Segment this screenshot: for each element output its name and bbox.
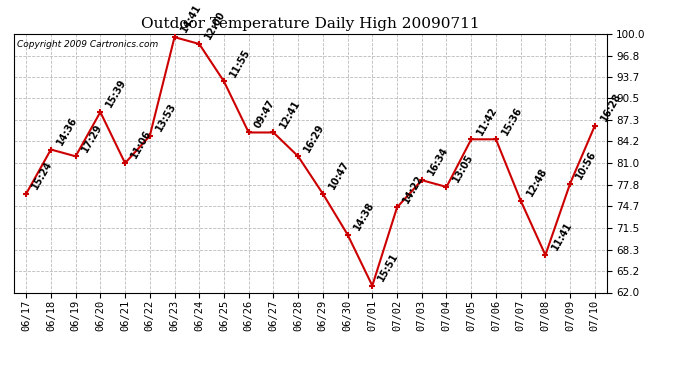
- Text: 17:29: 17:29: [80, 122, 104, 153]
- Text: 15:24: 15:24: [30, 159, 55, 191]
- Text: 11:42: 11:42: [475, 105, 500, 136]
- Text: Copyright 2009 Cartronics.com: Copyright 2009 Cartronics.com: [17, 40, 158, 49]
- Text: 16:34: 16:34: [426, 146, 450, 177]
- Text: 10:56: 10:56: [574, 149, 598, 181]
- Text: 16:29: 16:29: [302, 122, 326, 153]
- Text: 11:06: 11:06: [129, 129, 153, 160]
- Text: 15:39: 15:39: [104, 77, 128, 109]
- Text: 14:22: 14:22: [401, 173, 425, 205]
- Text: 15:51: 15:51: [377, 251, 401, 283]
- Text: 14:36: 14:36: [55, 115, 79, 147]
- Text: 11:55: 11:55: [228, 47, 253, 79]
- Text: 14:38: 14:38: [352, 200, 376, 232]
- Text: 12:48: 12:48: [525, 166, 549, 198]
- Text: 11:41: 11:41: [549, 220, 573, 252]
- Text: 12:00: 12:00: [204, 9, 228, 41]
- Text: 13:05: 13:05: [451, 152, 475, 184]
- Title: Outdoor Temperature Daily High 20090711: Outdoor Temperature Daily High 20090711: [141, 17, 480, 31]
- Text: 13:53: 13:53: [154, 101, 178, 133]
- Text: 09:47: 09:47: [253, 98, 277, 130]
- Text: 10:47: 10:47: [327, 159, 351, 191]
- Text: 14:41: 14:41: [179, 3, 203, 34]
- Text: 15:36: 15:36: [500, 105, 524, 136]
- Text: 16:28: 16:28: [599, 91, 623, 123]
- Text: 12:41: 12:41: [277, 98, 302, 130]
